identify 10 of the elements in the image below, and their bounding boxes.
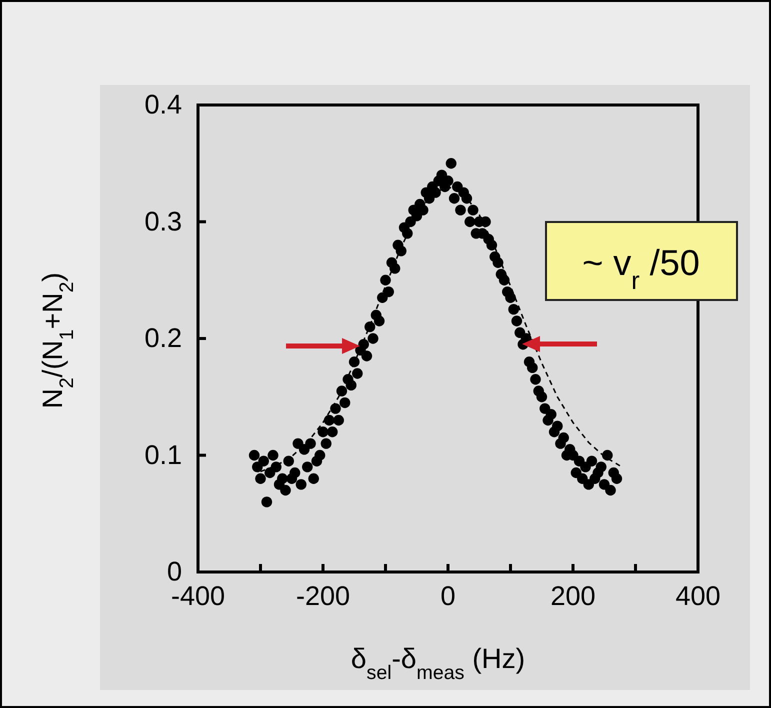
y-tick-label: 0.4 — [144, 90, 182, 120]
x-tick-label: 200 — [550, 581, 596, 612]
x-tick-label: -200 — [296, 581, 350, 612]
y-tick-label: 0.2 — [144, 323, 182, 354]
annotation: ~ v$_{r}$ /50 — [582, 242, 700, 295]
x-tick-label: 0 — [440, 581, 456, 612]
x-tick-label: 400 — [675, 581, 721, 612]
x-axis-title: δ$_{sel}$-δ$_{meas}$ (Hz) — [350, 643, 526, 684]
y-tick-label: 0.1 — [144, 440, 182, 470]
y-tick-label: 0.3 — [144, 206, 182, 236]
